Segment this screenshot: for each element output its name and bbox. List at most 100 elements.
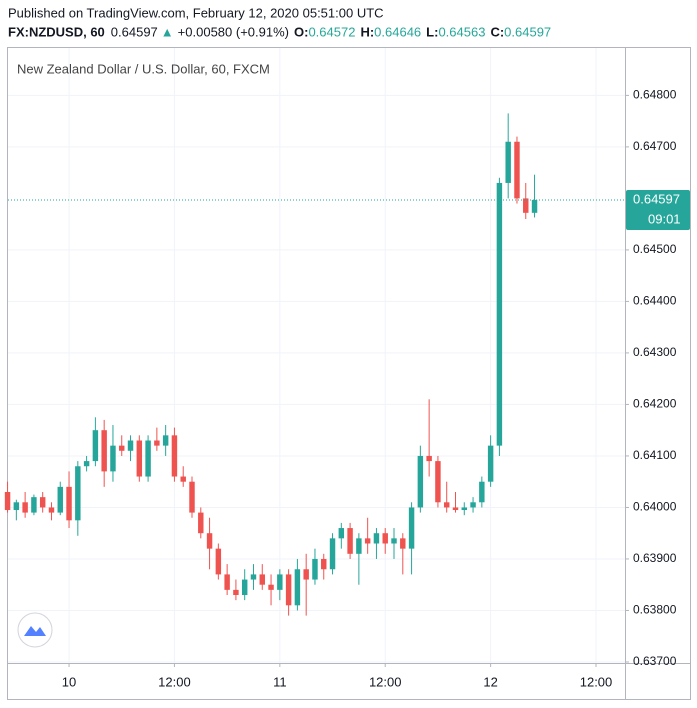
candle-body bbox=[206, 533, 213, 549]
logo bbox=[17, 612, 53, 648]
y-tick-label: 0.63800 bbox=[633, 603, 677, 617]
candle-body bbox=[92, 430, 99, 462]
y-tick-label: 0.64800 bbox=[633, 88, 677, 102]
candle-body bbox=[531, 199, 538, 213]
ohlc-value: 0.64646 bbox=[374, 24, 421, 39]
x-tick-label: 11 bbox=[273, 674, 287, 689]
ohlc-value: 0.64572 bbox=[308, 24, 355, 39]
candle-body bbox=[154, 440, 160, 446]
candle-body bbox=[303, 569, 309, 580]
candle-body bbox=[338, 528, 345, 539]
symbol-line: FX:NZDUSD, 60 0.64597 ▲ +0.00580 (+0.91%) O:… bbox=[8, 24, 551, 39]
candle-body bbox=[162, 435, 169, 446]
chart-title: New Zealand Dollar / U.S. Dollar, 60, FX… bbox=[17, 61, 270, 76]
y-tick-label: 0.64000 bbox=[633, 500, 677, 514]
candle-body bbox=[505, 141, 511, 183]
candle-body bbox=[241, 579, 248, 596]
candle-body bbox=[119, 445, 125, 451]
candle-body bbox=[312, 558, 318, 580]
candle-body bbox=[48, 507, 55, 513]
published: Published on TradingView.com, February 1… bbox=[8, 5, 384, 20]
candle-body bbox=[321, 558, 327, 570]
candle-body bbox=[391, 538, 397, 544]
candle-body bbox=[373, 533, 380, 544]
candle-body bbox=[180, 476, 186, 482]
candle-body bbox=[285, 574, 292, 606]
candle-body bbox=[426, 455, 432, 462]
candle-body bbox=[408, 507, 415, 549]
x-tick-label: 12:00 bbox=[158, 674, 191, 689]
y-tick-label: 0.64100 bbox=[633, 448, 677, 462]
ohlc-value: 0.64563 bbox=[438, 24, 485, 39]
x-tick-label: 12:00 bbox=[369, 674, 402, 689]
candle-body bbox=[136, 440, 143, 477]
candle-body bbox=[31, 497, 37, 513]
ohlc-label: C: bbox=[490, 24, 504, 39]
candle-body bbox=[83, 461, 90, 467]
candle-body bbox=[268, 584, 274, 590]
candle-body bbox=[329, 538, 336, 570]
candle-body bbox=[4, 491, 11, 511]
ohlc-label: H: bbox=[360, 24, 374, 39]
candle-body bbox=[523, 198, 529, 213]
candle-body bbox=[171, 435, 178, 477]
candle-body bbox=[417, 455, 424, 508]
y-tick-label: 0.64400 bbox=[633, 294, 677, 308]
candle-body bbox=[127, 440, 134, 451]
change-arrow: ▲ bbox=[161, 24, 174, 39]
y-tick-label: 0.64300 bbox=[633, 345, 677, 359]
candle-body bbox=[215, 548, 222, 575]
symbol: FX:NZDUSD, 60 bbox=[8, 24, 105, 39]
candle-body bbox=[22, 502, 28, 513]
candle-body bbox=[364, 538, 371, 544]
candle-body bbox=[356, 538, 362, 554]
candle-body bbox=[75, 466, 81, 521]
ohlc-label: L: bbox=[426, 24, 438, 39]
y-tick-label: 0.63900 bbox=[633, 551, 677, 565]
x-tick-label: 12:00 bbox=[580, 674, 613, 689]
candle-body bbox=[470, 502, 476, 508]
x-tick-label: 10 bbox=[62, 674, 76, 689]
y-tick-label: 0.63700 bbox=[633, 654, 677, 668]
frame bbox=[7, 47, 691, 700]
change: +0.00580 (+0.91%) bbox=[178, 24, 289, 39]
candle-body bbox=[479, 481, 485, 503]
candle-body bbox=[294, 569, 301, 606]
candle-body bbox=[57, 486, 63, 513]
plot bbox=[4, 48, 625, 663]
candle-body bbox=[39, 497, 46, 508]
candle-body bbox=[13, 502, 20, 511]
countdown: 09:01 bbox=[648, 211, 681, 226]
candle-body bbox=[514, 141, 520, 199]
candle-body bbox=[233, 589, 239, 596]
candle-body bbox=[452, 507, 459, 511]
candle-body bbox=[110, 445, 116, 472]
candle-body bbox=[259, 574, 265, 585]
candle-body bbox=[198, 512, 204, 534]
candle-body bbox=[443, 502, 450, 508]
candle-body bbox=[224, 574, 230, 590]
price: 0.64597 bbox=[111, 24, 158, 39]
candle-body bbox=[487, 445, 494, 482]
y-tick-label: 0.64200 bbox=[633, 397, 677, 411]
x-tick-label: 12 bbox=[483, 674, 497, 689]
candle-body bbox=[461, 507, 467, 511]
last-price-box bbox=[626, 189, 690, 230]
candle-body bbox=[145, 440, 151, 477]
y-tick-label: 0.64700 bbox=[633, 139, 677, 153]
candle-body bbox=[382, 533, 388, 544]
candle-body bbox=[66, 486, 72, 521]
ohlc-value: 0.64597 bbox=[504, 24, 551, 39]
candle-body bbox=[189, 481, 195, 513]
ohlc-label: O: bbox=[294, 24, 308, 39]
candle-body bbox=[101, 430, 107, 472]
y-tick-label: 0.64500 bbox=[633, 242, 677, 256]
candle-body bbox=[400, 538, 406, 549]
candle-body bbox=[250, 574, 257, 580]
candle-body bbox=[347, 528, 353, 554]
candle-body bbox=[496, 182, 503, 446]
candle-body bbox=[435, 461, 441, 503]
last-price-label: 0.64597 bbox=[633, 191, 680, 206]
